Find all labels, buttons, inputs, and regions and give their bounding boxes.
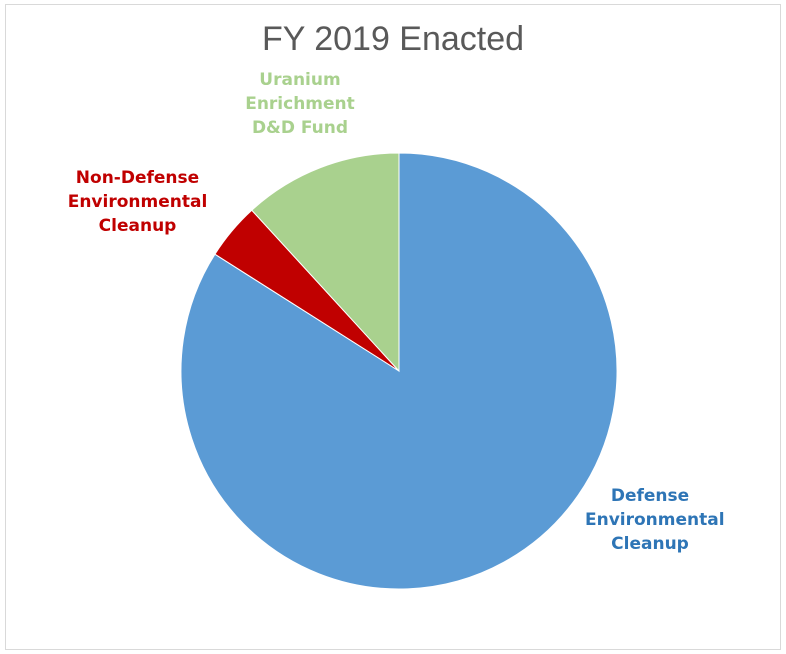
slice-label-uranium: Uranium Enrichment D&D Fund — [245, 70, 355, 138]
slice-label-defense: Defense Environmental Cleanup — [585, 486, 725, 554]
chart-title: FY 2019 Enacted — [261, 20, 525, 58]
slice-label-non-defense: Non-Defense Environmental Cleanup — [67, 168, 208, 236]
pie-slice-uranium — [251, 152, 400, 373]
